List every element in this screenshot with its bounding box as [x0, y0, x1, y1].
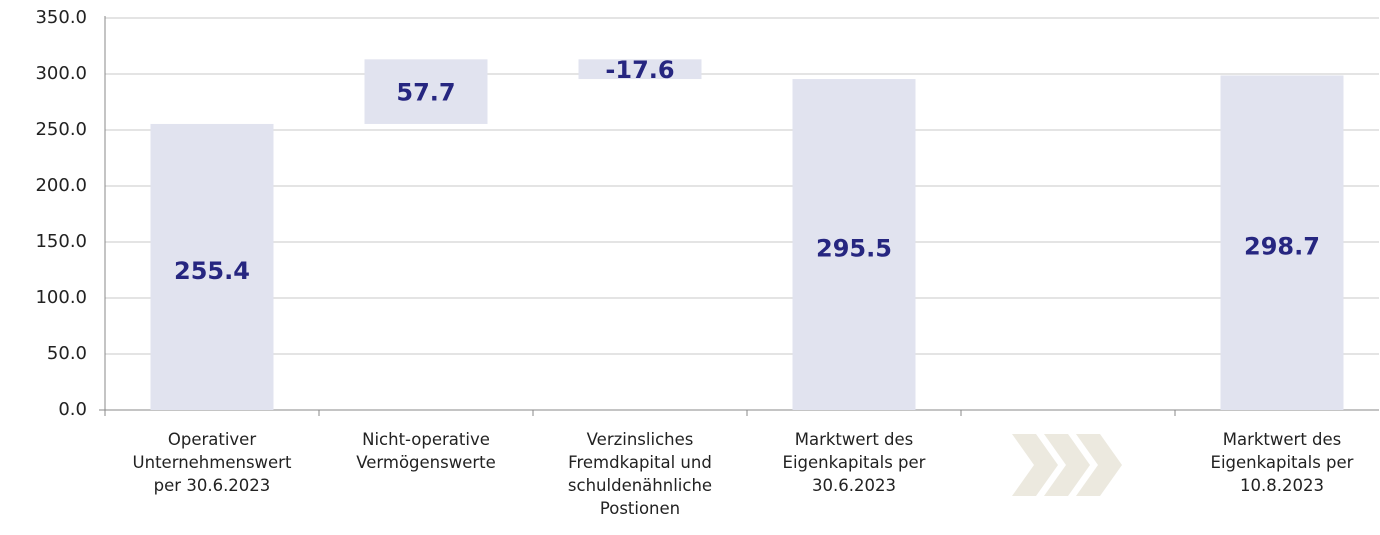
bar: [792, 79, 916, 410]
grid: 0.0 50.0 100.0 150.0 200.0 250.0 300.0 350.0: [35, 7, 1379, 420]
value-label: 298.7: [1244, 233, 1320, 261]
bar: [1220, 75, 1344, 411]
bar: [578, 59, 702, 80]
y-tick-label: 0.0: [58, 399, 87, 420]
y-tick-label: 250.0: [35, 119, 87, 140]
x-tick-label: Operativer Unternehmenswert per 30.6.202…: [132, 430, 292, 495]
bars: 255.4 57.7 -17.6 295.5 298.7: [150, 56, 1344, 411]
bar: [150, 123, 274, 411]
x-tick-label: Marktwert des Eigenkapitals per 30.6.202…: [782, 430, 926, 495]
x-tick-label: Marktwert des Eigenkapitals per 10.8.202…: [1210, 430, 1354, 495]
value-label: 57.7: [396, 79, 455, 107]
y-tick-label: 50.0: [47, 343, 87, 364]
y-tick-label: 300.0: [35, 63, 87, 84]
y-tick-label: 200.0: [35, 175, 87, 196]
chevron-icon: [1012, 434, 1122, 496]
value-label: -17.6: [605, 56, 674, 84]
x-tick-label: Verzinsliches Fremdkapital und schuldenä…: [567, 430, 713, 518]
x-tick-label: Nicht-operative Vermögenswerte: [356, 430, 496, 472]
y-tick-label: 100.0: [35, 287, 87, 308]
bar: [364, 59, 488, 124]
y-tick-label: 350.0: [35, 7, 87, 28]
value-label: 295.5: [816, 235, 892, 263]
value-label: 255.4: [174, 257, 250, 285]
y-tick-label: 150.0: [35, 231, 87, 252]
